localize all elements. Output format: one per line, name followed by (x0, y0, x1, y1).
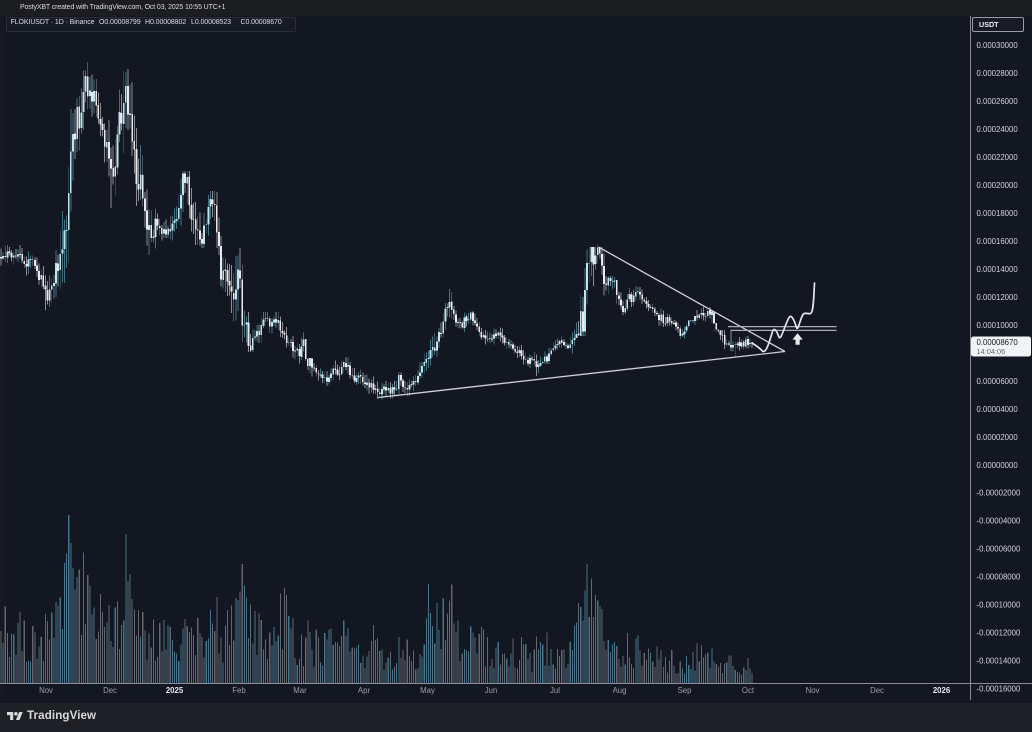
svg-text:Dec: Dec (103, 686, 117, 695)
svg-text:0.00026000: 0.00026000 (977, 97, 1019, 106)
svg-text:0.00030000: 0.00030000 (977, 41, 1019, 50)
svg-text:-0.00006000: -0.00006000 (977, 545, 1021, 554)
svg-text:0.00006000: 0.00006000 (977, 377, 1019, 386)
svg-text:Aug: Aug (613, 686, 627, 695)
svg-text:0.00000000: 0.00000000 (977, 461, 1019, 470)
svg-text:14:04:06: 14:04:06 (977, 347, 1006, 356)
svg-text:Apr: Apr (358, 686, 371, 695)
svg-text:0.00014000: 0.00014000 (977, 265, 1019, 274)
svg-text:0.00020000: 0.00020000 (977, 181, 1019, 190)
svg-text:Mar: Mar (293, 686, 307, 695)
svg-text:0.00024000: 0.00024000 (977, 125, 1019, 134)
svg-text:-0.00016000: -0.00016000 (977, 685, 1021, 694)
svg-text:-0.00010000: -0.00010000 (977, 601, 1021, 610)
svg-text:Nov: Nov (806, 686, 820, 695)
svg-text:-0.00008000: -0.00008000 (977, 573, 1021, 582)
svg-text:-0.00004000: -0.00004000 (977, 517, 1021, 526)
svg-text:Sep: Sep (678, 686, 693, 695)
svg-text:May: May (420, 686, 435, 695)
svg-text:0.00012000: 0.00012000 (977, 293, 1019, 302)
svg-text:Oct: Oct (742, 686, 755, 695)
svg-text:0.00022000: 0.00022000 (977, 153, 1019, 162)
svg-text:-0.00012000: -0.00012000 (977, 629, 1021, 638)
svg-text:-0.00002000: -0.00002000 (977, 489, 1021, 498)
svg-text:0.00002000: 0.00002000 (977, 433, 1019, 442)
svg-text:0.00016000: 0.00016000 (977, 237, 1019, 246)
svg-text:2025: 2025 (166, 686, 184, 695)
svg-text:0.00004000: 0.00004000 (977, 405, 1019, 414)
svg-text:Feb: Feb (232, 686, 246, 695)
svg-text:Dec: Dec (870, 686, 884, 695)
svg-text:0.00008670: 0.00008670 (977, 338, 1019, 347)
svg-text:0.00010000: 0.00010000 (977, 321, 1019, 330)
svg-text:Nov: Nov (39, 686, 53, 695)
svg-text:0.00018000: 0.00018000 (977, 209, 1019, 218)
svg-text:0.00028000: 0.00028000 (977, 69, 1019, 78)
svg-text:-0.00014000: -0.00014000 (977, 657, 1021, 666)
svg-text:Jun: Jun (485, 686, 498, 695)
svg-text:2026: 2026 (933, 686, 951, 695)
svg-text:Jul: Jul (550, 686, 560, 695)
